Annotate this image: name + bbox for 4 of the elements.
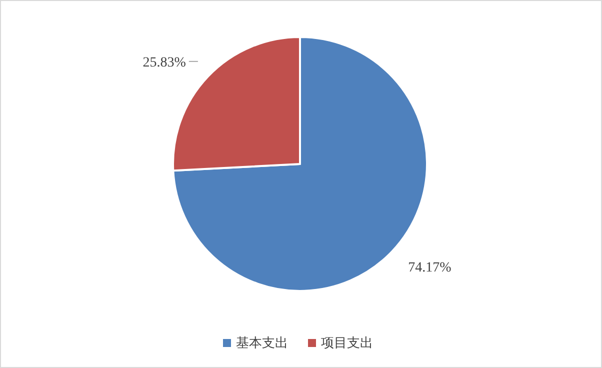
data-label: 25.83%: [142, 55, 186, 70]
data-label: 74.17%: [408, 260, 452, 276]
legend-label: 项目支出: [321, 336, 373, 351]
legend-label: 基本支出: [236, 336, 288, 351]
